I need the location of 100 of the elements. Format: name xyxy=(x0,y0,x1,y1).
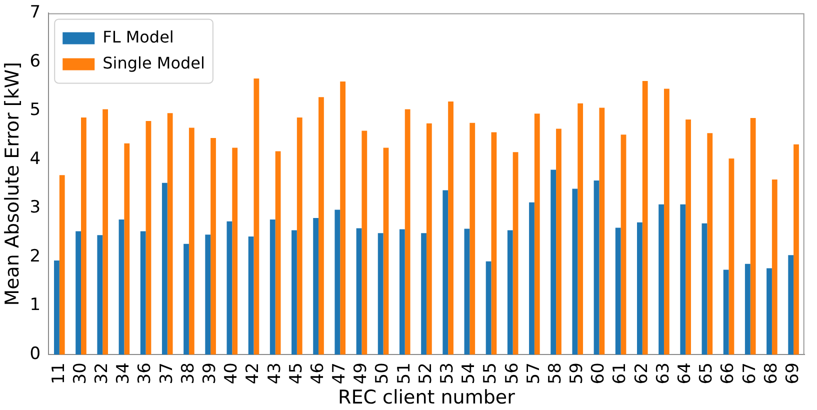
bar xyxy=(507,230,513,355)
x-tick-label: 68 xyxy=(761,362,782,384)
x-tick-label: 66 xyxy=(718,362,738,384)
bar xyxy=(226,221,232,355)
bar xyxy=(118,219,124,355)
x-tick-label: 34 xyxy=(114,362,134,384)
bar xyxy=(426,123,432,355)
x-tick-label: 36 xyxy=(135,362,156,384)
bar xyxy=(723,270,729,355)
bar xyxy=(362,130,368,355)
bar xyxy=(512,152,518,355)
bar xyxy=(529,202,534,355)
bar xyxy=(248,236,254,355)
bar xyxy=(184,244,189,355)
bar xyxy=(270,219,276,355)
y-tick-label: 7 xyxy=(30,2,41,23)
x-tick-label: 51 xyxy=(394,362,414,384)
x-tick-label: 60 xyxy=(588,362,609,384)
bar xyxy=(707,133,713,355)
bar xyxy=(313,218,319,355)
bar xyxy=(637,222,642,355)
bar xyxy=(140,231,146,355)
x-tick-label: 64 xyxy=(675,362,696,384)
bar xyxy=(254,78,260,355)
x-tick-label: 38 xyxy=(178,362,198,384)
y-tick-label: 4 xyxy=(30,148,41,169)
bar xyxy=(167,113,173,355)
bar xyxy=(744,264,750,355)
bar xyxy=(334,210,340,355)
bar xyxy=(594,180,600,355)
x-tick-label: 49 xyxy=(351,362,372,384)
bar xyxy=(750,118,756,355)
x-tick-label: 59 xyxy=(567,362,588,384)
y-tick-label: 0 xyxy=(30,344,41,364)
bar xyxy=(470,122,476,355)
legend-label: Single Model xyxy=(102,53,205,72)
bar xyxy=(188,128,194,355)
x-tick-label: 67 xyxy=(740,362,760,384)
bar xyxy=(464,228,470,355)
bar xyxy=(448,101,454,355)
bar xyxy=(399,229,405,355)
bar xyxy=(766,268,772,355)
x-tick-label: 37 xyxy=(156,362,177,384)
y-tick-label: 5 xyxy=(30,100,41,120)
bar xyxy=(146,120,152,355)
x-tick-label: 63 xyxy=(653,362,674,384)
bar xyxy=(54,260,60,355)
x-tick-label: 43 xyxy=(264,362,285,384)
bar xyxy=(686,120,691,355)
bar xyxy=(383,148,389,355)
x-tick-label: 54 xyxy=(459,362,480,384)
bar xyxy=(378,233,384,355)
bar xyxy=(232,148,238,355)
bar xyxy=(205,234,211,355)
bar xyxy=(534,114,540,355)
x-tick-label: 53 xyxy=(437,362,458,384)
x-tick-label: 62 xyxy=(632,362,652,384)
x-tick-label: 30 xyxy=(70,362,90,384)
bar xyxy=(210,138,216,355)
x-tick-label: 47 xyxy=(330,362,350,384)
bar xyxy=(486,261,492,355)
x-tick-label: 50 xyxy=(372,362,393,384)
bar xyxy=(292,230,297,355)
x-tick-label: 52 xyxy=(416,362,436,384)
x-tick-label: 65 xyxy=(696,362,717,384)
bar xyxy=(572,188,578,355)
x-axis-title: REC client number xyxy=(338,386,516,409)
x-tick-label: 57 xyxy=(524,362,544,384)
x-tick-label: 61 xyxy=(610,362,630,384)
bar xyxy=(275,151,281,355)
bar xyxy=(76,231,82,355)
bar xyxy=(59,175,65,355)
bar xyxy=(664,88,670,355)
y-tick-label: 1 xyxy=(30,295,41,316)
x-tick-label: 45 xyxy=(286,362,306,384)
bar xyxy=(578,103,584,355)
bar xyxy=(556,128,562,355)
bar xyxy=(404,109,410,355)
bar xyxy=(620,134,626,355)
bar xyxy=(772,179,778,355)
x-tick-label: 55 xyxy=(480,362,501,384)
bar xyxy=(356,228,362,355)
bar xyxy=(162,182,168,355)
bar xyxy=(421,233,426,355)
y-axis-title: Mean Absolute Error [kW] xyxy=(1,62,24,306)
bar xyxy=(340,81,346,355)
x-tick-label: 39 xyxy=(200,362,220,384)
bar xyxy=(296,118,302,355)
bar xyxy=(97,235,103,355)
bar xyxy=(442,190,448,355)
bar xyxy=(124,143,130,355)
y-tick-label: 2 xyxy=(30,246,41,266)
x-tick-label: 42 xyxy=(243,362,264,384)
x-tick-label: 56 xyxy=(502,362,522,384)
bar xyxy=(702,223,708,355)
x-tick-label: 69 xyxy=(782,362,803,384)
x-tick-label: 46 xyxy=(308,362,328,384)
y-tick-label: 6 xyxy=(30,51,41,72)
bar xyxy=(491,132,497,355)
bar xyxy=(728,158,734,355)
